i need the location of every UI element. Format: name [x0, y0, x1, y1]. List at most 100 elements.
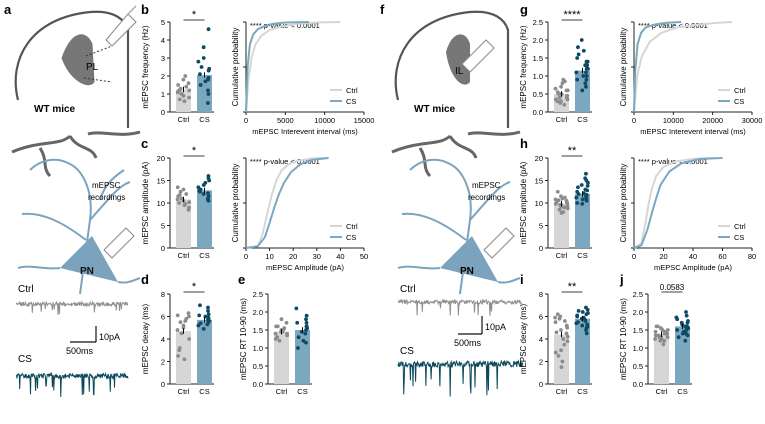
apical-dendrite-right: [401, 158, 511, 295]
x-tick-label: 10000: [663, 116, 684, 125]
data-point: [574, 70, 579, 75]
y-tick-label: 2: [161, 72, 165, 81]
significance-label: *: [192, 145, 197, 157]
data-point: [558, 314, 563, 319]
data-point: [661, 342, 666, 347]
data-point: [575, 313, 580, 318]
data-point: [564, 331, 569, 336]
data-point: [554, 330, 559, 335]
data-point: [585, 184, 590, 188]
y-tick-label: 20: [157, 154, 165, 163]
data-point: [559, 365, 564, 370]
trace-ctrl-right: [397, 298, 523, 316]
x-tick-label: 80: [748, 252, 756, 261]
y-tick-label: 20: [535, 154, 543, 163]
series-line-ctrl: [633, 21, 733, 113]
y-tick-label: 0.0: [533, 108, 543, 117]
legend-label: CS: [346, 233, 356, 242]
legend-label: Ctrl: [346, 222, 358, 231]
data-point: [676, 335, 681, 340]
trace-line: [397, 359, 523, 397]
y-axis-label: mEPSC amplitude (pA): [519, 161, 528, 244]
p-value-label: **** p-value < 0.0001: [638, 21, 708, 30]
data-point: [665, 335, 670, 340]
data-point: [179, 92, 184, 96]
data-point: [565, 203, 570, 208]
panel-letter-g: g: [520, 2, 528, 17]
data-point: [201, 45, 206, 50]
data-point: [304, 324, 309, 329]
bar-cs: [197, 190, 212, 248]
x-tick-label: 50: [360, 252, 368, 261]
data-point: [579, 38, 584, 42]
data-point: [175, 313, 180, 318]
panel-letter-e: e: [238, 272, 245, 287]
bar-ctrl: [654, 334, 669, 384]
data-point: [574, 195, 579, 200]
data-point: [206, 312, 211, 317]
y-tick-label: 8: [161, 290, 165, 299]
y-axis-label: mEPSC frequency (Hz): [519, 25, 528, 108]
series-line-ctrl: [245, 21, 341, 113]
y-tick-label: 2.0: [633, 308, 643, 317]
data-point: [182, 99, 187, 104]
region-label-right: IL: [455, 66, 464, 77]
data-point: [187, 88, 192, 93]
significance-label: 0.0583: [660, 283, 685, 292]
trace-ctrl-label-right: Ctrl: [400, 284, 416, 295]
recording-label: mEPSC: [92, 181, 121, 190]
data-point: [285, 333, 290, 338]
brain-schematic-left: PL WT mice: [14, 5, 137, 128]
data-point: [576, 185, 580, 190]
y-tick-label: 1.5: [533, 54, 543, 63]
data-point: [201, 183, 206, 187]
data-point: [181, 77, 186, 82]
data-point: [683, 324, 688, 329]
significance-label: *: [192, 9, 197, 21]
data-point: [658, 338, 663, 343]
basal-dendrites-right: [397, 265, 521, 284]
data-point: [206, 27, 211, 32]
data-point: [178, 189, 183, 194]
electrode-icon-right: [461, 39, 495, 73]
data-point: [562, 205, 567, 210]
bar-ctrl: [554, 203, 569, 248]
data-point: [198, 83, 203, 87]
cdf-chart-g_cdf: 0 10000 20000 30000 Cumulative probability mE…: [619, 21, 762, 136]
data-point: [303, 331, 308, 336]
data-point: [556, 353, 561, 358]
data-point: [206, 174, 211, 178]
y-tick-label: 1.0: [253, 344, 263, 353]
data-point: [178, 320, 183, 325]
brain-slice-outline-right: [394, 10, 510, 128]
data-point: [584, 331, 589, 336]
data-point: [299, 329, 304, 334]
recording-label-right: mEPSC: [472, 181, 501, 190]
data-point: [675, 328, 680, 332]
data-point: [176, 83, 181, 87]
data-point: [574, 321, 579, 326]
data-point: [564, 323, 569, 328]
panel-letter-d: d: [141, 272, 149, 287]
data-point: [584, 84, 588, 89]
data-point: [665, 328, 670, 332]
mice-label-right: WT mice: [414, 104, 456, 115]
data-point: [295, 320, 300, 325]
y-tick-label: 5: [539, 222, 543, 231]
x-tick-label: Ctrl: [556, 387, 568, 396]
series-line-ctrl: [245, 157, 329, 249]
data-point: [176, 353, 181, 358]
y-tick-label: 3: [161, 54, 165, 63]
x-axis-label: mEPSC Amplitude (pA): [654, 263, 732, 272]
x-tick-label: Ctrl: [556, 251, 568, 260]
trace-line: [15, 371, 129, 398]
y-tick-label: 1: [161, 90, 165, 99]
data-point: [562, 319, 567, 323]
data-point: [553, 86, 558, 91]
data-point: [555, 312, 560, 317]
neuron-schematic-right: PN mEPSC recordings: [391, 130, 521, 295]
panel-letter-j: j: [619, 272, 624, 287]
scale-label-x-right: 500ms: [454, 338, 482, 348]
data-point: [206, 77, 210, 82]
y-tick-label: 15: [157, 177, 165, 186]
